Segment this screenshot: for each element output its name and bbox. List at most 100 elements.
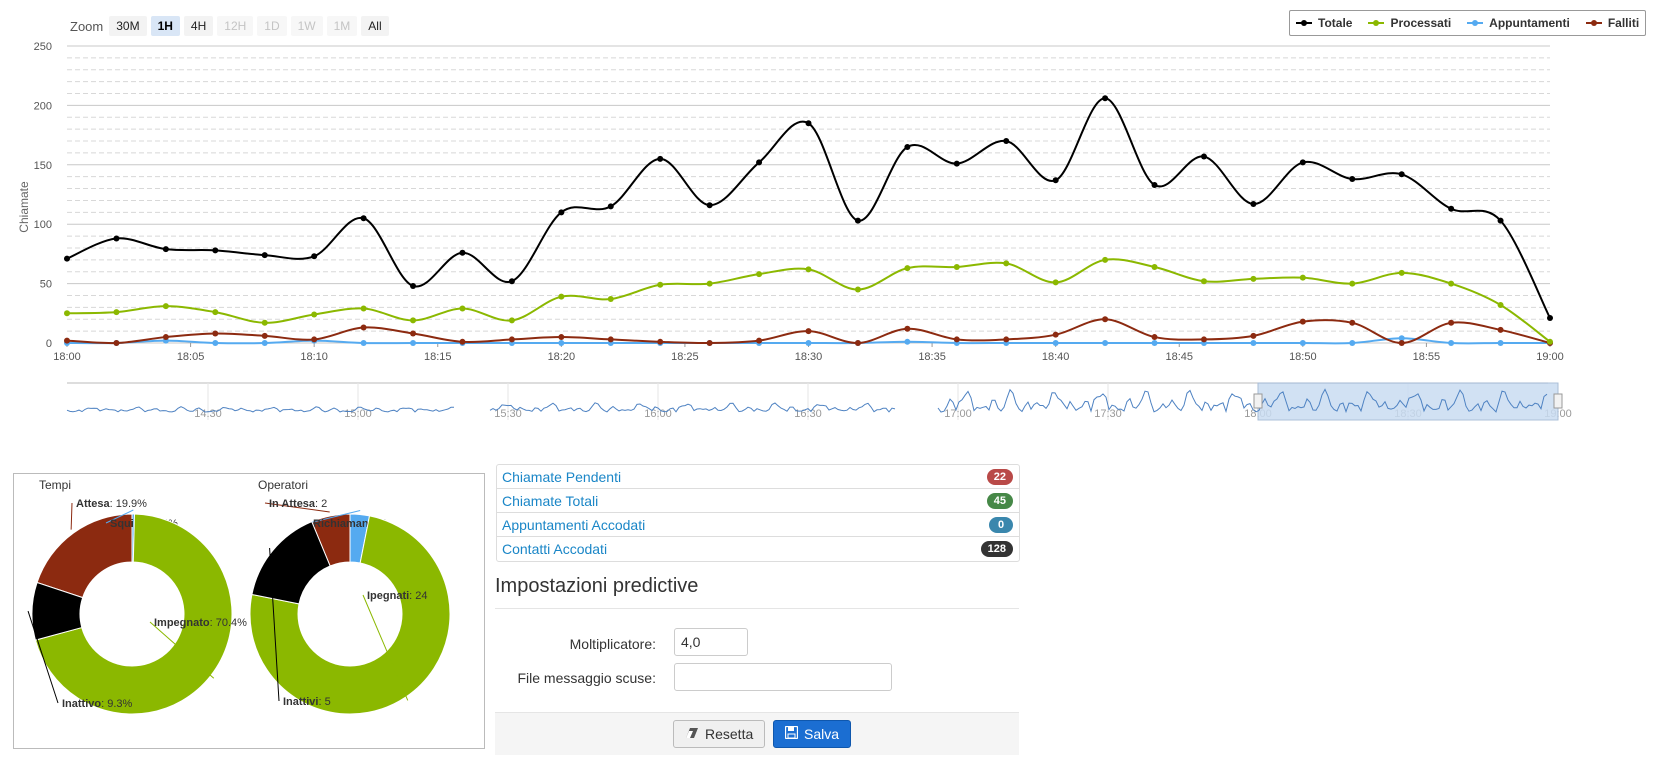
data-point-falliti[interactable] — [1052, 331, 1059, 338]
pie-slice-ipegnati[interactable] — [249, 515, 451, 715]
data-point-totale[interactable] — [1497, 217, 1504, 224]
data-point-processati[interactable] — [805, 266, 812, 273]
data-point-appuntamenti[interactable] — [1151, 340, 1158, 346]
data-point-processati[interactable] — [113, 309, 120, 316]
data-point-processati[interactable] — [508, 317, 515, 324]
data-point-processati[interactable] — [1349, 280, 1356, 287]
zoom-12h-button[interactable]: 12H — [217, 16, 254, 36]
queued-appointments-link[interactable]: Appuntamenti Accodati — [502, 516, 646, 533]
data-point-falliti[interactable] — [805, 328, 812, 335]
data-point-processati[interactable] — [1200, 278, 1207, 285]
navigator[interactable]: 14:3015:0015:3016:0016:3017:0017:3018:00… — [66, 382, 1572, 421]
data-point-totale[interactable] — [1547, 315, 1553, 322]
data-point-totale[interactable] — [607, 203, 614, 210]
save-button[interactable]: Salva — [773, 720, 852, 748]
data-point-falliti[interactable] — [1448, 319, 1455, 326]
total-calls-link[interactable]: Chiamate Totali — [502, 492, 599, 509]
data-point-appuntamenti[interactable] — [1448, 340, 1455, 346]
legend-item-falliti[interactable]: Falliti — [1585, 16, 1639, 30]
data-point-totale[interactable] — [1398, 171, 1405, 178]
data-point-falliti[interactable] — [607, 336, 614, 343]
data-point-falliti[interactable] — [113, 340, 120, 346]
data-point-falliti[interactable] — [1200, 336, 1207, 343]
data-point-totale[interactable] — [459, 249, 466, 256]
data-point-processati[interactable] — [854, 286, 861, 293]
navigator-handle[interactable] — [1253, 393, 1263, 409]
data-point-falliti[interactable] — [1398, 340, 1405, 346]
data-point-totale[interactable] — [706, 202, 713, 209]
data-point-appuntamenti[interactable] — [360, 340, 367, 346]
data-point-processati[interactable] — [1102, 256, 1109, 263]
data-point-totale[interactable] — [64, 255, 70, 262]
legend-item-processati[interactable]: Processati — [1368, 16, 1451, 30]
data-point-totale[interactable] — [1151, 181, 1158, 188]
data-point-totale[interactable] — [410, 282, 417, 289]
data-point-appuntamenti[interactable] — [1250, 340, 1257, 346]
data-point-processati[interactable] — [360, 305, 367, 312]
data-point-falliti[interactable] — [261, 332, 268, 339]
data-point-falliti[interactable] — [311, 336, 318, 343]
data-point-totale[interactable] — [1299, 159, 1306, 166]
data-point-processati[interactable] — [904, 265, 911, 272]
data-point-processati[interactable] — [1151, 263, 1158, 270]
data-point-totale[interactable] — [1250, 201, 1257, 208]
zoom-4h-button[interactable]: 4H — [183, 16, 214, 36]
data-point-appuntamenti[interactable] — [1299, 340, 1306, 346]
multiplier-input[interactable] — [674, 628, 748, 656]
pie-slice-attesa[interactable] — [36, 513, 133, 599]
pending-calls-link[interactable]: Chiamate Pendenti — [502, 468, 622, 485]
data-point-totale[interactable] — [1200, 153, 1207, 160]
data-point-falliti[interactable] — [410, 330, 417, 337]
data-point-totale[interactable] — [508, 278, 515, 285]
data-point-processati[interactable] — [953, 263, 960, 270]
data-point-falliti[interactable] — [508, 336, 515, 343]
legend-item-totale[interactable]: Totale — [1296, 16, 1352, 30]
data-point-falliti[interactable] — [706, 340, 713, 346]
data-point-processati[interactable] — [657, 281, 664, 288]
data-point-falliti[interactable] — [904, 325, 911, 332]
data-point-falliti[interactable] — [854, 340, 861, 346]
data-point-processati[interactable] — [261, 319, 268, 326]
data-point-totale[interactable] — [1349, 176, 1356, 183]
data-point-processati[interactable] — [1497, 301, 1504, 308]
data-point-falliti[interactable] — [64, 337, 70, 344]
data-point-appuntamenti[interactable] — [558, 340, 565, 346]
legend-item-appuntamenti[interactable]: Appuntamenti — [1467, 16, 1570, 30]
data-point-falliti[interactable] — [1102, 316, 1109, 323]
navigator-handle[interactable] — [1553, 393, 1563, 409]
data-point-appuntamenti[interactable] — [1052, 340, 1059, 346]
data-point-totale[interactable] — [261, 252, 268, 259]
data-point-totale[interactable] — [360, 215, 367, 222]
data-point-totale[interactable] — [953, 160, 960, 167]
data-point-processati[interactable] — [1299, 274, 1306, 281]
zoom-1d-button[interactable]: 1D — [257, 16, 287, 36]
data-point-falliti[interactable] — [1003, 336, 1010, 343]
data-point-processati[interactable] — [1547, 338, 1553, 345]
data-point-falliti[interactable] — [1299, 318, 1306, 325]
data-point-totale[interactable] — [1102, 95, 1109, 102]
data-point-processati[interactable] — [558, 293, 565, 300]
data-point-totale[interactable] — [1448, 205, 1455, 212]
data-point-appuntamenti[interactable] — [212, 340, 219, 346]
data-point-appuntamenti[interactable] — [1497, 340, 1504, 346]
data-point-appuntamenti[interactable] — [805, 340, 812, 346]
data-point-processati[interactable] — [1448, 280, 1455, 287]
data-point-falliti[interactable] — [212, 330, 219, 337]
data-point-processati[interactable] — [1250, 275, 1257, 282]
zoom-1w-button[interactable]: 1W — [290, 16, 323, 36]
data-point-appuntamenti[interactable] — [1398, 335, 1405, 342]
data-point-falliti[interactable] — [459, 338, 466, 345]
data-point-processati[interactable] — [311, 311, 318, 318]
zoom-30m-button[interactable]: 30M — [109, 16, 147, 36]
data-point-processati[interactable] — [607, 296, 614, 303]
data-point-totale[interactable] — [904, 143, 911, 150]
data-point-totale[interactable] — [805, 120, 812, 127]
data-point-processati[interactable] — [212, 309, 219, 316]
data-point-falliti[interactable] — [756, 337, 763, 344]
data-point-appuntamenti[interactable] — [410, 340, 417, 346]
zoom-all-button[interactable]: All — [361, 16, 389, 36]
data-point-totale[interactable] — [558, 209, 565, 216]
data-point-processati[interactable] — [162, 303, 169, 310]
data-point-falliti[interactable] — [1349, 319, 1356, 326]
data-point-processati[interactable] — [64, 310, 70, 317]
